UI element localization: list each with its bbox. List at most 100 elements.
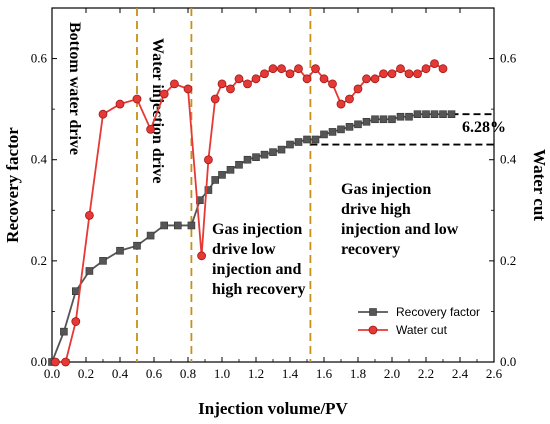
recovery-factor-point — [269, 148, 277, 156]
water-cut-point — [387, 69, 397, 79]
x-tick-label: 1.6 — [316, 366, 333, 381]
water-cut-point — [362, 74, 371, 84]
recovery-factor-point — [447, 110, 456, 118]
recovery-factor-point — [311, 135, 320, 144]
x-tick-label: 1.8 — [350, 366, 366, 381]
water-cut-point — [217, 79, 227, 89]
y-left-tick-label: 0.6 — [31, 51, 48, 66]
water-cut-point — [404, 69, 414, 79]
water-cut-point — [197, 251, 207, 261]
recovery-factor-point — [60, 327, 68, 336]
water-cut-point — [243, 79, 252, 89]
water-cut-point — [132, 94, 142, 104]
water-cut-point — [294, 64, 303, 74]
water-cut-point — [51, 357, 60, 367]
recovery-factor-point — [252, 153, 260, 161]
water-cut-point — [251, 74, 261, 84]
stage-label-line: high recovery — [212, 281, 305, 298]
water-cut-point — [277, 64, 286, 74]
recovery-factor-point — [243, 155, 252, 164]
recovery-factor-point — [413, 110, 422, 118]
stage-label-line: drive high — [341, 201, 411, 218]
water-cut-point — [203, 155, 213, 165]
recovery-factor-point — [260, 150, 269, 159]
x-tick-label: 0.6 — [146, 366, 163, 381]
x-tick-label: 1.0 — [214, 366, 230, 381]
stage-label-line: drive low — [212, 241, 276, 258]
y-right-tick-label: 0.4 — [500, 152, 517, 167]
recovery-factor-point — [133, 241, 141, 250]
water-cut-point — [438, 64, 448, 74]
annotation-label: 6.28% — [462, 119, 506, 136]
water-cut-point — [302, 74, 312, 84]
water-cut-point — [98, 109, 108, 119]
water-cut-point — [328, 79, 337, 89]
recovery-factor-point — [379, 115, 388, 124]
water-cut-point — [115, 99, 125, 109]
recovery-factor-point — [294, 138, 303, 146]
water-cut-point — [353, 84, 363, 94]
water-cut-point — [430, 59, 439, 69]
recovery-factor-point — [174, 221, 182, 230]
recovery-factor-point — [211, 176, 219, 184]
water-cut-point — [226, 84, 235, 94]
legend-entry-label: Recovery factor — [396, 305, 480, 319]
recovery-factor-point — [235, 160, 243, 169]
stage-label-line: recovery — [341, 241, 400, 258]
water-cut-point — [345, 94, 354, 104]
x-axis-title: Injection volume/PV — [198, 399, 348, 418]
water-cut-point — [421, 64, 431, 74]
water-cut-point — [159, 89, 169, 99]
legend-marker-circle — [368, 325, 378, 335]
water-cut-point — [210, 94, 220, 104]
water-cut-point — [260, 69, 269, 79]
stage-label-line: injection and — [212, 261, 301, 278]
x-tick-label: 0.8 — [180, 366, 196, 381]
y-left-tick-label: 0.2 — [31, 253, 47, 268]
water-cut-point — [71, 317, 81, 326]
x-tick-label: 2.6 — [486, 366, 503, 381]
series-line-recovery-factor — [51, 113, 452, 363]
x-tick-label: 0.2 — [78, 366, 94, 381]
y-left-tick-label: 0.0 — [31, 354, 47, 369]
recovery-factor-point — [337, 125, 345, 134]
recovery-factor-point — [303, 135, 311, 144]
recovery-factor-point — [354, 120, 362, 129]
recovery-factor-point — [218, 171, 226, 179]
y-left-axis-title: Recovery factor — [3, 127, 22, 243]
legend-entry-label: Water cut — [396, 323, 448, 337]
recovery-factor-point — [439, 110, 447, 118]
recovery-factor-point — [362, 117, 371, 126]
recovery-factor-point — [99, 257, 107, 265]
water-cut-point — [319, 74, 329, 84]
legend-marker-square — [369, 308, 377, 316]
x-tick-label: 1.2 — [248, 366, 264, 381]
x-tick-label: 1.4 — [282, 366, 299, 381]
recovery-factor-point — [320, 130, 328, 139]
water-cut-point — [370, 74, 380, 84]
recovery-factor-point — [345, 123, 354, 131]
water-cut-point — [413, 69, 422, 79]
x-tick-label: 2.0 — [384, 366, 400, 381]
recovery-factor-point — [146, 231, 155, 240]
water-cut-point — [396, 64, 405, 74]
plot-area: 0.0 0.2 0.4 0.6 0.8 1.0 1.2 1.4 1.6 1.8 2.0 2.2 2.4 2… — [3, 7, 549, 418]
y-right-axis-title: Water cut — [530, 149, 549, 221]
water-cut-point — [183, 84, 193, 94]
water-cut-point — [268, 64, 278, 74]
water-cut-point — [146, 124, 156, 134]
stage-label-line: injection and low — [341, 221, 459, 238]
stage-label-line: Gas injection — [341, 181, 431, 198]
x-tick-label: 2.4 — [452, 366, 469, 381]
recovery-factor-point — [116, 246, 124, 255]
recovery-factor-point — [328, 128, 337, 136]
y-left-tick-label: 0.4 — [31, 152, 48, 167]
recovery-factor-point — [396, 112, 405, 121]
water-cut-point — [61, 357, 70, 367]
recovery-factor-point — [422, 110, 430, 118]
recovery-factor-point — [85, 267, 94, 275]
recovery-factor-point — [72, 287, 80, 296]
recovery-factor-point — [286, 140, 294, 149]
recovery-factor-point — [226, 166, 235, 174]
